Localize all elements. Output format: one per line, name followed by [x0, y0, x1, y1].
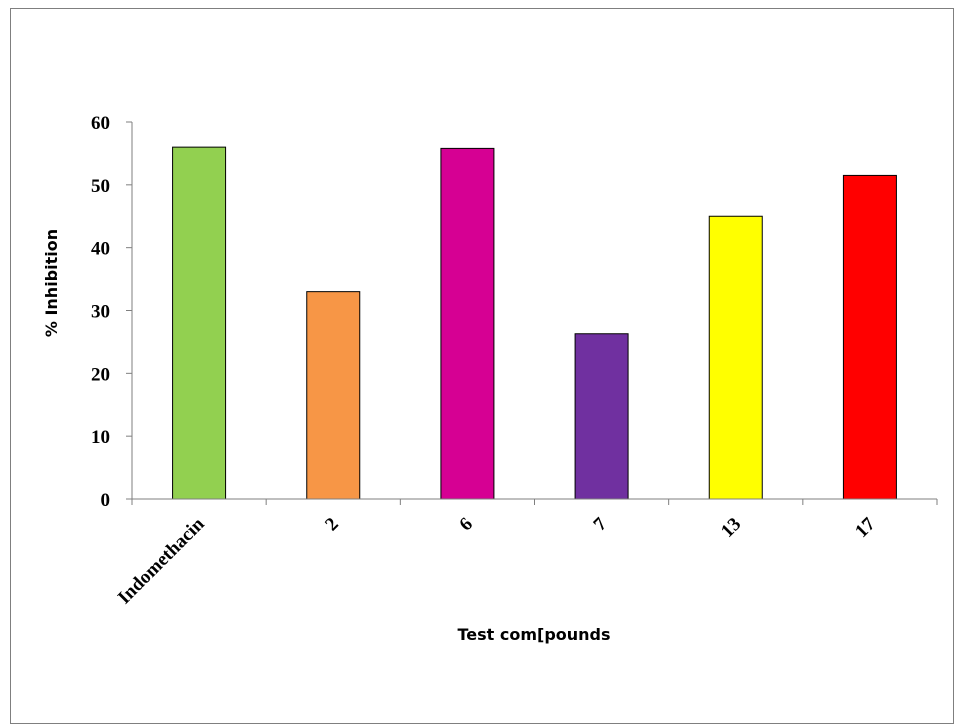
y-tick-label: 50: [91, 176, 110, 197]
y-ticks: 0 10 20 30 40 50 60: [91, 113, 132, 511]
bar-17: [842, 174, 897, 500]
bar-indomethacin: [172, 146, 227, 500]
y-tick-label: 30: [91, 302, 110, 323]
bar-13: [708, 215, 763, 500]
x-tick-label: 2: [321, 514, 343, 536]
y-tick-label: 40: [91, 239, 110, 260]
bar-6: [440, 147, 495, 500]
x-tick-label: 6: [455, 514, 477, 536]
y-tick-label: 0: [101, 490, 111, 511]
bar-7: [574, 333, 629, 500]
y-axis-title: % Inhibition: [42, 229, 61, 337]
x-tick-label: 17: [851, 513, 880, 542]
axes-layer: [131, 122, 937, 500]
x-ticks: Indomethacin 2 6 7 13 17: [114, 499, 938, 608]
bars-layer: [172, 146, 897, 500]
x-tick-label: 7: [590, 513, 612, 535]
y-tick-label: 60: [91, 113, 110, 134]
x-tick-label: 13: [717, 514, 745, 542]
x-tick-label: Indomethacin: [114, 513, 209, 608]
bar-2: [306, 291, 361, 500]
x-axis-title: Test com[pounds: [457, 625, 610, 644]
y-tick-label: 20: [91, 364, 110, 385]
y-tick-label: 10: [91, 427, 110, 448]
